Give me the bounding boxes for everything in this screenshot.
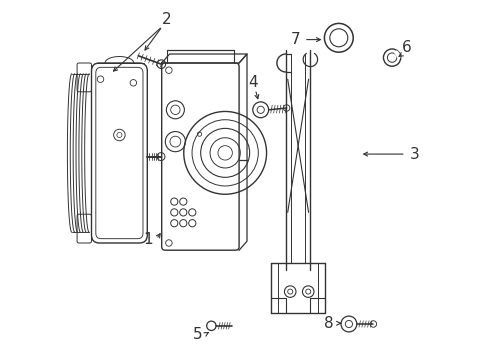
Text: 3: 3 (408, 147, 418, 162)
Text: 7: 7 (290, 32, 300, 47)
Text: 6: 6 (401, 40, 410, 55)
Text: 8: 8 (324, 316, 333, 331)
Text: 5: 5 (192, 327, 202, 342)
Wedge shape (393, 50, 400, 58)
Text: 2: 2 (162, 12, 172, 27)
Text: 4: 4 (247, 75, 257, 90)
Text: 1: 1 (143, 232, 152, 247)
